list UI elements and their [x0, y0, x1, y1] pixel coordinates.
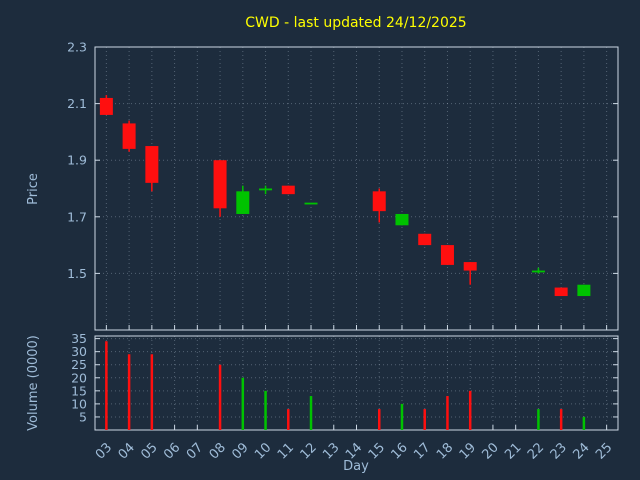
candle-body-19	[463, 262, 477, 271]
panel-border	[94, 335, 619, 431]
y-tick-label: 1.5	[67, 266, 87, 281]
candle-body-12	[304, 202, 318, 205]
candle-body-05	[145, 146, 159, 183]
candle-body-03	[99, 97, 113, 115]
candle-body-16	[395, 213, 409, 226]
candle-body-15	[372, 191, 386, 212]
candle-body-17	[418, 233, 432, 246]
y-tick-label: 2.1	[67, 96, 87, 111]
y-tick-label: 25	[71, 357, 87, 372]
y-tick-label: 1.9	[67, 153, 87, 168]
candle-body-22	[531, 270, 545, 273]
candle-body-09	[236, 191, 250, 214]
y-tick-label: 20	[71, 370, 87, 385]
candle-body-24	[577, 284, 591, 297]
y-tick-label: 10	[71, 396, 87, 411]
y-tick-label: 5	[79, 409, 87, 424]
price-axis-label: Price	[26, 173, 41, 205]
y-tick-label: 15	[71, 383, 87, 398]
y-tick-label: 30	[71, 344, 87, 359]
candle-body-10	[259, 188, 273, 191]
y-tick-label: 1.7	[67, 209, 87, 224]
volume-axis-label: Volume (0000)	[26, 335, 41, 431]
y-tick-label: 35	[71, 331, 87, 346]
y-tick-label: 2.3	[67, 40, 87, 55]
candle-body-08	[213, 160, 227, 209]
candle-body-23	[554, 287, 568, 297]
chart-title: CWD - last updated 24/12/2025	[245, 15, 466, 31]
day-axis-label: Day	[343, 459, 369, 474]
candle-body-11	[281, 185, 295, 195]
candle-body-18	[440, 245, 454, 265]
panel-border	[94, 46, 619, 331]
candle-body-04	[122, 123, 136, 149]
